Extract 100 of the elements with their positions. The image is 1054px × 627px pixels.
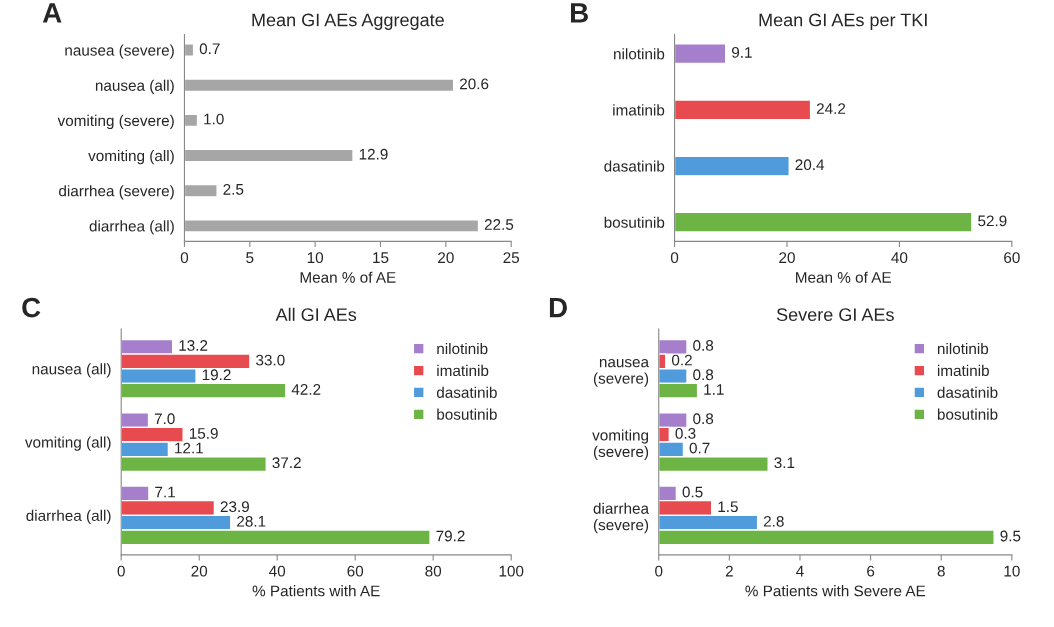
y-tick-label: nausea (all) (95, 79, 174, 94)
y-tick-label: vomiting (severe) (57, 114, 174, 130)
bar (184, 113, 199, 128)
data-label: 19.2 (202, 369, 231, 381)
x-tick-label: 10 (1004, 565, 1020, 577)
legend-label: dasatinib (436, 386, 497, 398)
data-label: 52.9 (978, 215, 1007, 227)
data-label: 20.6 (460, 78, 489, 90)
x-tick-label: 0 (180, 252, 189, 264)
data-label: 1.5 (718, 501, 738, 513)
data-label: 37.2 (272, 457, 301, 469)
x-tick-label: 20 (779, 252, 795, 264)
chart-title: Mean GI AEs per TKI (759, 13, 927, 30)
x-tick-label: 40 (891, 252, 908, 264)
x-tick-label: 60 (347, 565, 364, 577)
x-tick-label: 6 (867, 565, 875, 577)
x-tick-label: 0 (655, 565, 663, 577)
data-label: 20.4 (795, 159, 825, 171)
data-label: 12.1 (175, 442, 203, 454)
data-label: 15.9 (189, 427, 218, 439)
x-axis-title: % Patients with AE (252, 585, 380, 597)
legend-label: dasatinib (937, 386, 998, 398)
x-tick-label: 10 (307, 252, 324, 264)
bar (674, 155, 790, 177)
data-label: 24.2 (816, 103, 846, 114)
data-label: 23.9 (220, 501, 249, 513)
data-label: 0.5 (682, 486, 703, 498)
data-label: 1.1 (704, 384, 724, 395)
legend-label: imatinib (937, 364, 989, 377)
y-tick-label: vomiting (all) (24, 436, 111, 451)
bar (184, 148, 354, 163)
text: C (22, 297, 41, 318)
data-label: 3.1 (774, 457, 795, 469)
y-tick-label: imatinib (613, 104, 665, 116)
data-label: 1.0 (204, 113, 224, 125)
x-tick-label: 25 (503, 252, 520, 264)
data-label: 12.9 (359, 148, 388, 160)
x-tick-label: 8 (937, 565, 945, 577)
data-label: 0.7 (199, 43, 220, 55)
legend-label: bosutinib (437, 408, 497, 420)
x-axis-title: Mean % of AE (796, 271, 891, 283)
data-label: 33.0 (256, 354, 285, 366)
x-axis-title: % Patients with Severe AE (745, 585, 926, 597)
data-label: 28.1 (237, 515, 266, 527)
chart-title: Mean GI AEs Aggregate (252, 13, 444, 30)
data-label: 7.1 (155, 486, 175, 498)
x-tick-label: 40 (269, 565, 286, 577)
x-tick-label: 20 (191, 565, 208, 577)
bar (674, 99, 812, 121)
data-label: 0.8 (693, 369, 714, 381)
x-tick-label: 0 (670, 252, 679, 264)
chart-title: All GI AEs (275, 307, 357, 322)
legend-label: nilotinib (437, 342, 488, 355)
x-tick-label: 20 (438, 252, 454, 264)
text: D (549, 298, 567, 318)
y-tick-label: nilotinib (614, 48, 665, 60)
bar (184, 43, 195, 57)
data-label: 22.5 (484, 219, 514, 230)
x-tick-label: 5 (246, 252, 254, 264)
data-label: 0.8 (693, 340, 714, 351)
x-axis-title: Mean % of AE (300, 271, 396, 283)
legend-label: imatinib (437, 364, 489, 377)
data-label: 9.1 (731, 47, 752, 58)
text: A (42, 3, 62, 23)
bar (184, 218, 480, 233)
chart-title: Severe GI AEs (776, 308, 894, 322)
x-tick-label: 0 (117, 565, 125, 577)
bar (674, 211, 973, 233)
bar (184, 78, 455, 93)
data-label: 0.3 (675, 427, 696, 439)
y-tick-label: diarrhea (severe) (59, 185, 174, 200)
data-label: 0.2 (671, 354, 692, 366)
y-tick-label: diarrhea (all) (26, 509, 111, 525)
y-tick-label: nausea (all) (32, 363, 111, 378)
data-label: 0.8 (693, 413, 714, 425)
data-label: 7.0 (154, 413, 175, 425)
bar (674, 43, 727, 65)
y-tick-label: nausea (severe) (65, 44, 174, 59)
y-tick-label: vomiting (all) (88, 149, 174, 165)
data-label: 0.7 (689, 442, 710, 454)
data-label: 42.2 (291, 384, 321, 395)
y-tick-label: diarrhea (all) (89, 220, 174, 235)
legend-label: bosutinib (937, 408, 998, 420)
y-tick-label: vomiting (severe) (592, 429, 649, 461)
data-label: 2.5 (223, 183, 244, 195)
x-tick-label: 4 (796, 565, 804, 577)
data-label: 9.5 (1000, 530, 1021, 542)
y-tick-label: dasatinib (604, 160, 665, 172)
legend-label: nilotinib (937, 342, 989, 355)
bar (184, 183, 218, 198)
y-tick-label: bosutinib (604, 216, 665, 228)
y-tick-label: diarrhea (severe) (593, 502, 650, 534)
y-tick-label: nausea (severe) (593, 358, 650, 387)
text: B (571, 3, 588, 23)
data-label: 2.8 (763, 515, 784, 527)
data-label: 79.2 (436, 530, 465, 542)
x-tick-label: 80 (425, 565, 442, 577)
x-tick-label: 60 (1004, 252, 1020, 264)
x-tick-label: 15 (373, 252, 389, 264)
x-tick-label: 2 (725, 565, 733, 577)
